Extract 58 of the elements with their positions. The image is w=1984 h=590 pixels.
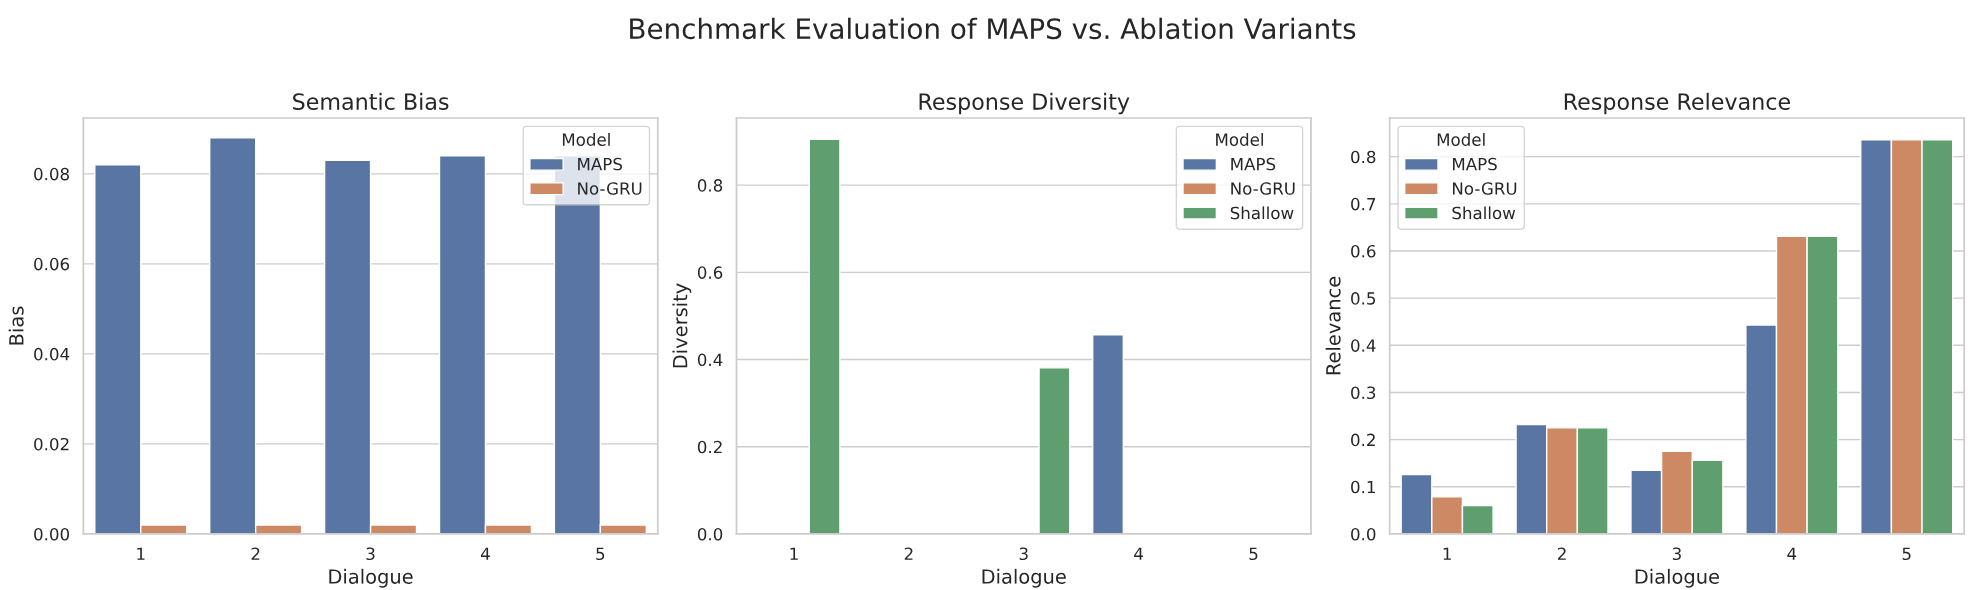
x-tick-label: 4	[1134, 547, 1144, 560]
legend-title: Model	[1216, 133, 1263, 146]
legend-title: Model	[1437, 133, 1485, 146]
bar	[1038, 367, 1071, 534]
x-axis-title: Dialogue	[329, 568, 413, 588]
x-tick-label: 3	[1672, 547, 1681, 561]
legend-label: Shallow	[1230, 206, 1294, 220]
x-tick-label: 5	[596, 547, 605, 561]
y-tick-label: 0.00	[34, 527, 70, 541]
y-tick-label: 0.5	[1351, 292, 1376, 305]
x-axis-title: Dialogue	[1635, 568, 1719, 588]
y-axis-title: Bias	[8, 306, 24, 345]
y-tick-label: 0.4	[1351, 339, 1376, 352]
legend-label: MAPS	[1231, 157, 1276, 171]
y-tick-label: 0.7	[1351, 197, 1376, 211]
y-tick-label: 0.2	[1351, 433, 1375, 447]
y-tick-label: 0.6	[697, 266, 723, 279]
text: Benchmark Evaluation of MAPS vs. Ablation Variants	[630, 17, 1356, 40]
legend-label: No-GRU	[1452, 182, 1517, 195]
y-tick-label: 0.04	[34, 347, 70, 361]
chart-title: Response Relevance	[1564, 92, 1790, 115]
y-tick-label: 0.3	[1351, 386, 1376, 400]
y-tick-label: 0.8	[697, 179, 723, 192]
x-tick-label: 1	[137, 547, 145, 560]
x-axis-title: Dialogue	[982, 568, 1066, 588]
chart-title: Semantic Bias	[293, 92, 449, 110]
y-tick-label: 0.06	[34, 257, 70, 271]
legend-title: Model	[562, 133, 610, 146]
legend-label: MAPS	[578, 157, 622, 171]
chart-title: Response Diversity	[919, 92, 1130, 115]
legend-label: Shallow	[1452, 206, 1516, 220]
y-tick-label: 0.4	[697, 353, 723, 367]
x-tick-label: 5	[1902, 547, 1911, 561]
x-tick-label: 5	[1249, 547, 1258, 561]
y-tick-label: 0.0	[697, 527, 723, 541]
x-tick-label: 2	[904, 547, 913, 560]
y-tick-label: 0.0	[1351, 527, 1376, 541]
x-tick-label: 4	[1787, 547, 1797, 560]
x-tick-label: 1	[790, 547, 798, 560]
bar	[1091, 334, 1125, 534]
x-tick-label: 1	[1443, 547, 1451, 560]
y-axis-title: Diversity	[672, 283, 692, 368]
legend-label: No-GRU	[1231, 182, 1295, 195]
legend-label: No-GRU	[578, 182, 642, 195]
y-tick-label: 0.1	[1351, 480, 1375, 494]
bar	[808, 138, 841, 534]
y-tick-label: 0.8	[1351, 150, 1376, 164]
y-tick-label: 0.2	[697, 440, 722, 454]
y-tick-label: 0.08	[34, 167, 69, 181]
y-tick-label: 0.02	[34, 437, 69, 451]
x-tick-label: 3	[366, 547, 375, 561]
y-axis-title: Relevance	[1325, 276, 1341, 375]
legend-label: MAPS	[1452, 157, 1497, 171]
x-tick-label: 4	[480, 547, 490, 560]
x-tick-label: 2	[1557, 547, 1566, 560]
y-tick-label: 0.6	[1351, 244, 1376, 258]
x-tick-label: 2	[251, 547, 260, 560]
x-tick-label: 3	[1019, 547, 1028, 561]
